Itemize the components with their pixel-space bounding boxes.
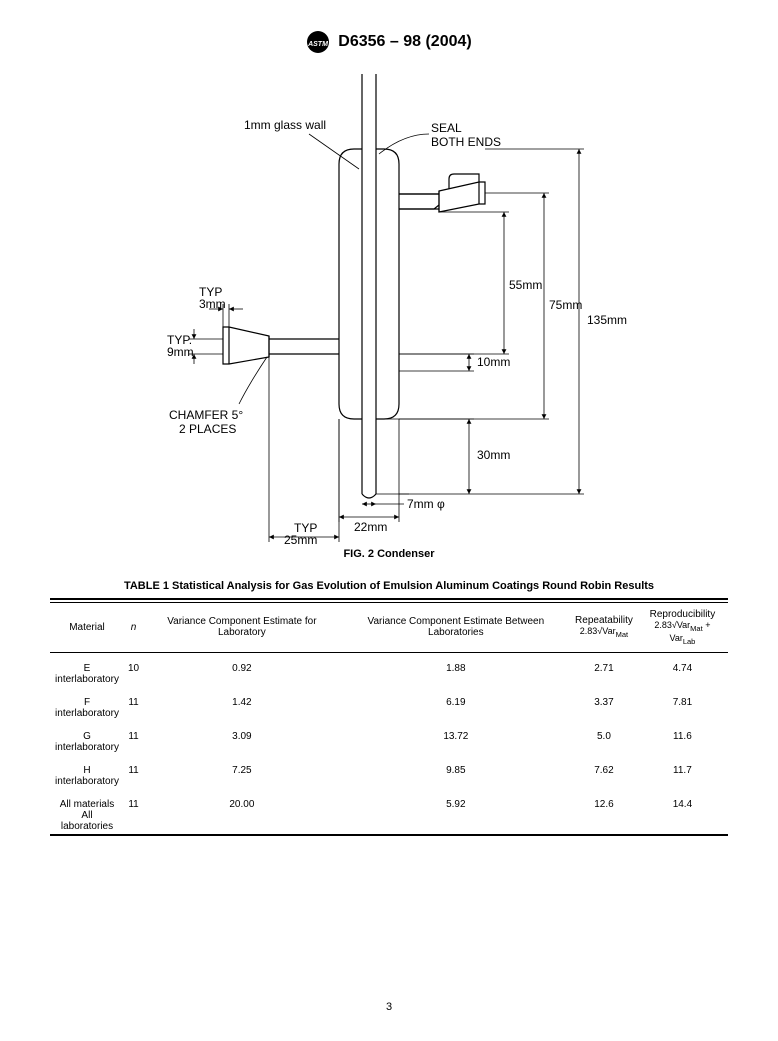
dim-7phi: 7mm φ bbox=[407, 497, 445, 511]
label-seal: SEALBOTH ENDS bbox=[431, 121, 501, 149]
table-title: TABLE 1 Statistical Analysis for Gas Evo… bbox=[50, 580, 728, 592]
cell-rep: 5.0 bbox=[571, 721, 637, 755]
label-chamfer: CHAMFER 5°2 PLACES bbox=[169, 408, 243, 436]
cell-vcb: 9.85 bbox=[341, 755, 571, 789]
cell-rep: 12.6 bbox=[571, 789, 637, 835]
cell-vcb: 5.92 bbox=[341, 789, 571, 835]
cell-n: 11 bbox=[124, 687, 143, 721]
dim-22: 22mm bbox=[354, 520, 387, 534]
table-row: Ginterlaboratory113.0913.725.011.6 bbox=[50, 721, 728, 755]
figure-caption: FIG. 2 Condenser bbox=[50, 548, 728, 560]
col-n: n bbox=[124, 603, 143, 653]
table-row: Finterlaboratory111.426.193.377.81 bbox=[50, 687, 728, 721]
table-1: Material n Variance Component Estimate f… bbox=[50, 598, 728, 836]
cell-rep: 2.71 bbox=[571, 652, 637, 687]
cell-vcl: 7.25 bbox=[143, 755, 341, 789]
cell-material: Einterlaboratory bbox=[50, 652, 124, 687]
doc-header: ASTM D6356 – 98 (2004) bbox=[50, 30, 728, 54]
dim-typ3: TYP3mm bbox=[199, 285, 226, 311]
cell-repro: 7.81 bbox=[637, 687, 728, 721]
cell-material: Finterlaboratory bbox=[50, 687, 124, 721]
col-repeat: Repeatability 2.83√VarMat bbox=[571, 603, 637, 653]
page: ASTM D6356 – 98 (2004) bbox=[0, 0, 778, 1041]
table-row: Hinterlaboratory117.259.857.6211.7 bbox=[50, 755, 728, 789]
col-material: Material bbox=[50, 603, 124, 653]
dim-typ9: TYP.9mm bbox=[167, 333, 194, 359]
dim-55: 55mm bbox=[509, 278, 542, 292]
table-row: Einterlaboratory100.921.882.714.74 bbox=[50, 652, 728, 687]
table-row: All materialsAll laboratories1120.005.92… bbox=[50, 789, 728, 835]
doc-number: D6356 – 98 (2004) bbox=[338, 33, 471, 51]
cell-n: 10 bbox=[124, 652, 143, 687]
cell-vcb: 1.88 bbox=[341, 652, 571, 687]
cell-repro: 11.7 bbox=[637, 755, 728, 789]
cell-vcl: 3.09 bbox=[143, 721, 341, 755]
cell-n: 11 bbox=[124, 789, 143, 835]
dim-typ25: TYP25mm bbox=[284, 521, 317, 544]
cell-material: Ginterlaboratory bbox=[50, 721, 124, 755]
label-glass-wall: 1mm glass wall bbox=[244, 118, 326, 132]
dim-75: 75mm bbox=[549, 298, 582, 312]
dim-30: 30mm bbox=[477, 448, 510, 462]
cell-vcb: 6.19 bbox=[341, 687, 571, 721]
page-number: 3 bbox=[0, 1001, 778, 1013]
col-vcb: Variance Component Estimate Between Labo… bbox=[341, 603, 571, 653]
cell-material: All materialsAll laboratories bbox=[50, 789, 124, 835]
cell-repro: 11.6 bbox=[637, 721, 728, 755]
cell-vcl: 20.00 bbox=[143, 789, 341, 835]
cell-vcl: 1.42 bbox=[143, 687, 341, 721]
cell-n: 11 bbox=[124, 755, 143, 789]
dim-10: 10mm bbox=[477, 355, 510, 369]
cell-material: Hinterlaboratory bbox=[50, 755, 124, 789]
cell-vcl: 0.92 bbox=[143, 652, 341, 687]
cell-rep: 7.62 bbox=[571, 755, 637, 789]
col-repro: Reproducibility 2.83√VarMat + VarLab bbox=[637, 603, 728, 653]
cell-rep: 3.37 bbox=[571, 687, 637, 721]
cell-repro: 4.74 bbox=[637, 652, 728, 687]
dim-135: 135mm bbox=[587, 313, 627, 327]
cell-vcb: 13.72 bbox=[341, 721, 571, 755]
svg-text:ASTM: ASTM bbox=[307, 41, 328, 48]
figure-2: 1mm glass wall SEALBOTH ENDS 135mm 75mm … bbox=[50, 74, 728, 560]
cell-repro: 14.4 bbox=[637, 789, 728, 835]
astm-logo-icon: ASTM bbox=[306, 30, 330, 54]
condenser-diagram: 1mm glass wall SEALBOTH ENDS 135mm 75mm … bbox=[149, 74, 629, 544]
cell-n: 11 bbox=[124, 721, 143, 755]
col-vcl: Variance Component Estimate for Laborato… bbox=[143, 603, 341, 653]
